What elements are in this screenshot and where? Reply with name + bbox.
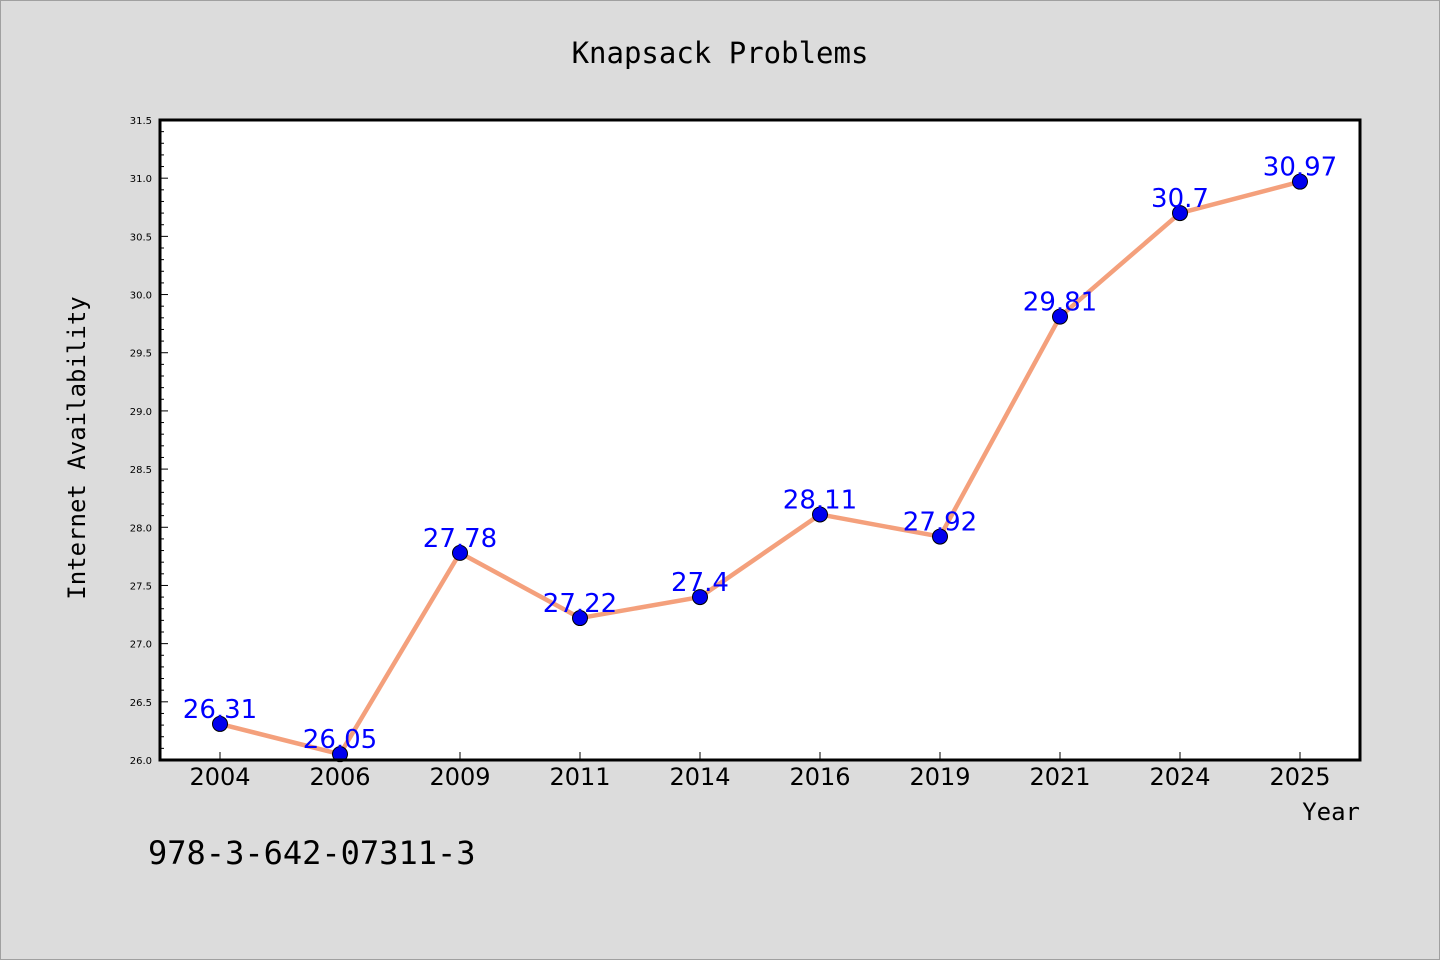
data-point-marker (932, 528, 948, 545)
y-tick-label: 29.5 (130, 349, 152, 360)
data-label: 28.11 (783, 485, 857, 515)
y-tick-label: 31.0 (130, 174, 152, 185)
data-point-marker (692, 589, 708, 606)
y-tick-label: 28.5 (130, 465, 152, 476)
data-point-marker (1172, 205, 1188, 222)
x-tick-label: 2004 (189, 763, 250, 791)
y-tick-label: 27.0 (130, 640, 152, 651)
x-tick-label: 2021 (1029, 763, 1090, 791)
data-label: 26.05 (303, 725, 377, 755)
y-tick-label: 26.0 (130, 756, 152, 767)
plot-area (160, 120, 1360, 760)
x-tick-label: 2006 (309, 763, 370, 791)
y-axis: 26.0 26.5 27.0 27.5 28.0 28.5 29.0 29.5 30.0 30.5… (130, 116, 168, 767)
data-label: 30.97 (1263, 153, 1337, 183)
data-label: 30.7 (1151, 184, 1209, 214)
y-tick-label: 27.5 (130, 581, 152, 592)
series-polyline (217, 179, 1303, 757)
data-label: 29.81 (1023, 288, 1097, 318)
series-line (212, 173, 1308, 763)
y-tick-label: 28.0 (130, 523, 152, 534)
x-tick-label: 2024 (1149, 763, 1210, 791)
data-label: 27.92 (903, 508, 977, 538)
x-tick-label: 2019 (909, 763, 970, 791)
isbn-text: 978-3-642-07311-3 (148, 834, 476, 872)
data-label: 26.31 (183, 695, 257, 725)
plot-border (158, 118, 1362, 762)
data-label: 27.4 (671, 568, 729, 598)
y-tick-label: 29.0 (130, 407, 152, 418)
x-axis-label: Year (1302, 798, 1360, 826)
data-point-marker (1052, 308, 1068, 325)
data-point-marker (452, 544, 468, 561)
y-tick-label: 26.5 (130, 698, 152, 709)
data-point-marker (572, 610, 588, 627)
x-tick-label: 2025 (1269, 763, 1330, 791)
x-tick-label: 2014 (669, 763, 730, 791)
y-tick-label: 31.5 (130, 116, 152, 127)
y-axis-label: Internet Availability (63, 296, 91, 599)
data-label: 27.22 (543, 589, 617, 619)
data-point-marker (812, 506, 828, 523)
y-tick-label: 30.0 (130, 291, 152, 302)
y-tick-label: 30.5 (130, 232, 152, 243)
data-point-marker (1292, 173, 1308, 190)
data-point-marker (332, 746, 348, 763)
data-label: 27.78 (423, 524, 497, 554)
data-labels: 26.31 26.05 27.78 27.22 27.4 28.11 27.92 29.81 3… (183, 153, 1337, 756)
x-tick-label: 2009 (429, 763, 490, 791)
x-axis: 2004 2006 2009 2011 2014 2016 2019 2021 2024 2025 (189, 752, 1331, 791)
data-point-marker (212, 715, 228, 732)
chart-title: Knapsack Problems (572, 36, 869, 70)
x-tick-label: 2011 (549, 763, 610, 791)
x-tick-label: 2016 (789, 763, 850, 791)
